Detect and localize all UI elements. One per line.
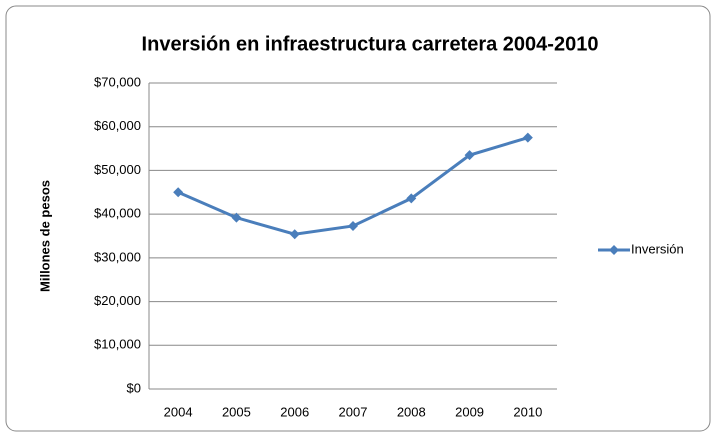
x-tick-label: 2007: [339, 404, 368, 419]
chart-frame: [5, 5, 711, 432]
y-tick-label: $70,000: [94, 74, 141, 89]
y-tick-label: $20,000: [94, 293, 141, 308]
x-tick-label: 2005: [222, 404, 251, 419]
x-tick-label: 2009: [455, 404, 484, 419]
y-tick-label: $30,000: [94, 249, 141, 264]
data-point: [406, 193, 417, 204]
y-tick-label: $0: [127, 380, 141, 395]
x-tick-label: 2008: [397, 404, 426, 419]
y-tick-label: $50,000: [94, 162, 141, 177]
data-point: [231, 212, 242, 223]
legend-label: Inversión: [631, 241, 684, 256]
data-point: [348, 220, 358, 231]
y-tick-label: $40,000: [94, 206, 141, 221]
data-point: [522, 132, 533, 143]
y-tick-label: $10,000: [94, 337, 141, 352]
data-point: [289, 229, 300, 240]
data-point: [464, 150, 475, 161]
x-tick-label: 2004: [164, 404, 193, 419]
chart-title: Inversión en infraestructura carretera 2…: [142, 33, 599, 55]
legend-marker: [609, 245, 619, 255]
x-tick-label: 2010: [513, 404, 542, 419]
y-axis-label: Millones de pesos: [37, 180, 52, 292]
x-tick-label: 2006: [280, 404, 309, 419]
y-tick-label: $60,000: [94, 118, 141, 133]
data-point: [173, 187, 184, 198]
